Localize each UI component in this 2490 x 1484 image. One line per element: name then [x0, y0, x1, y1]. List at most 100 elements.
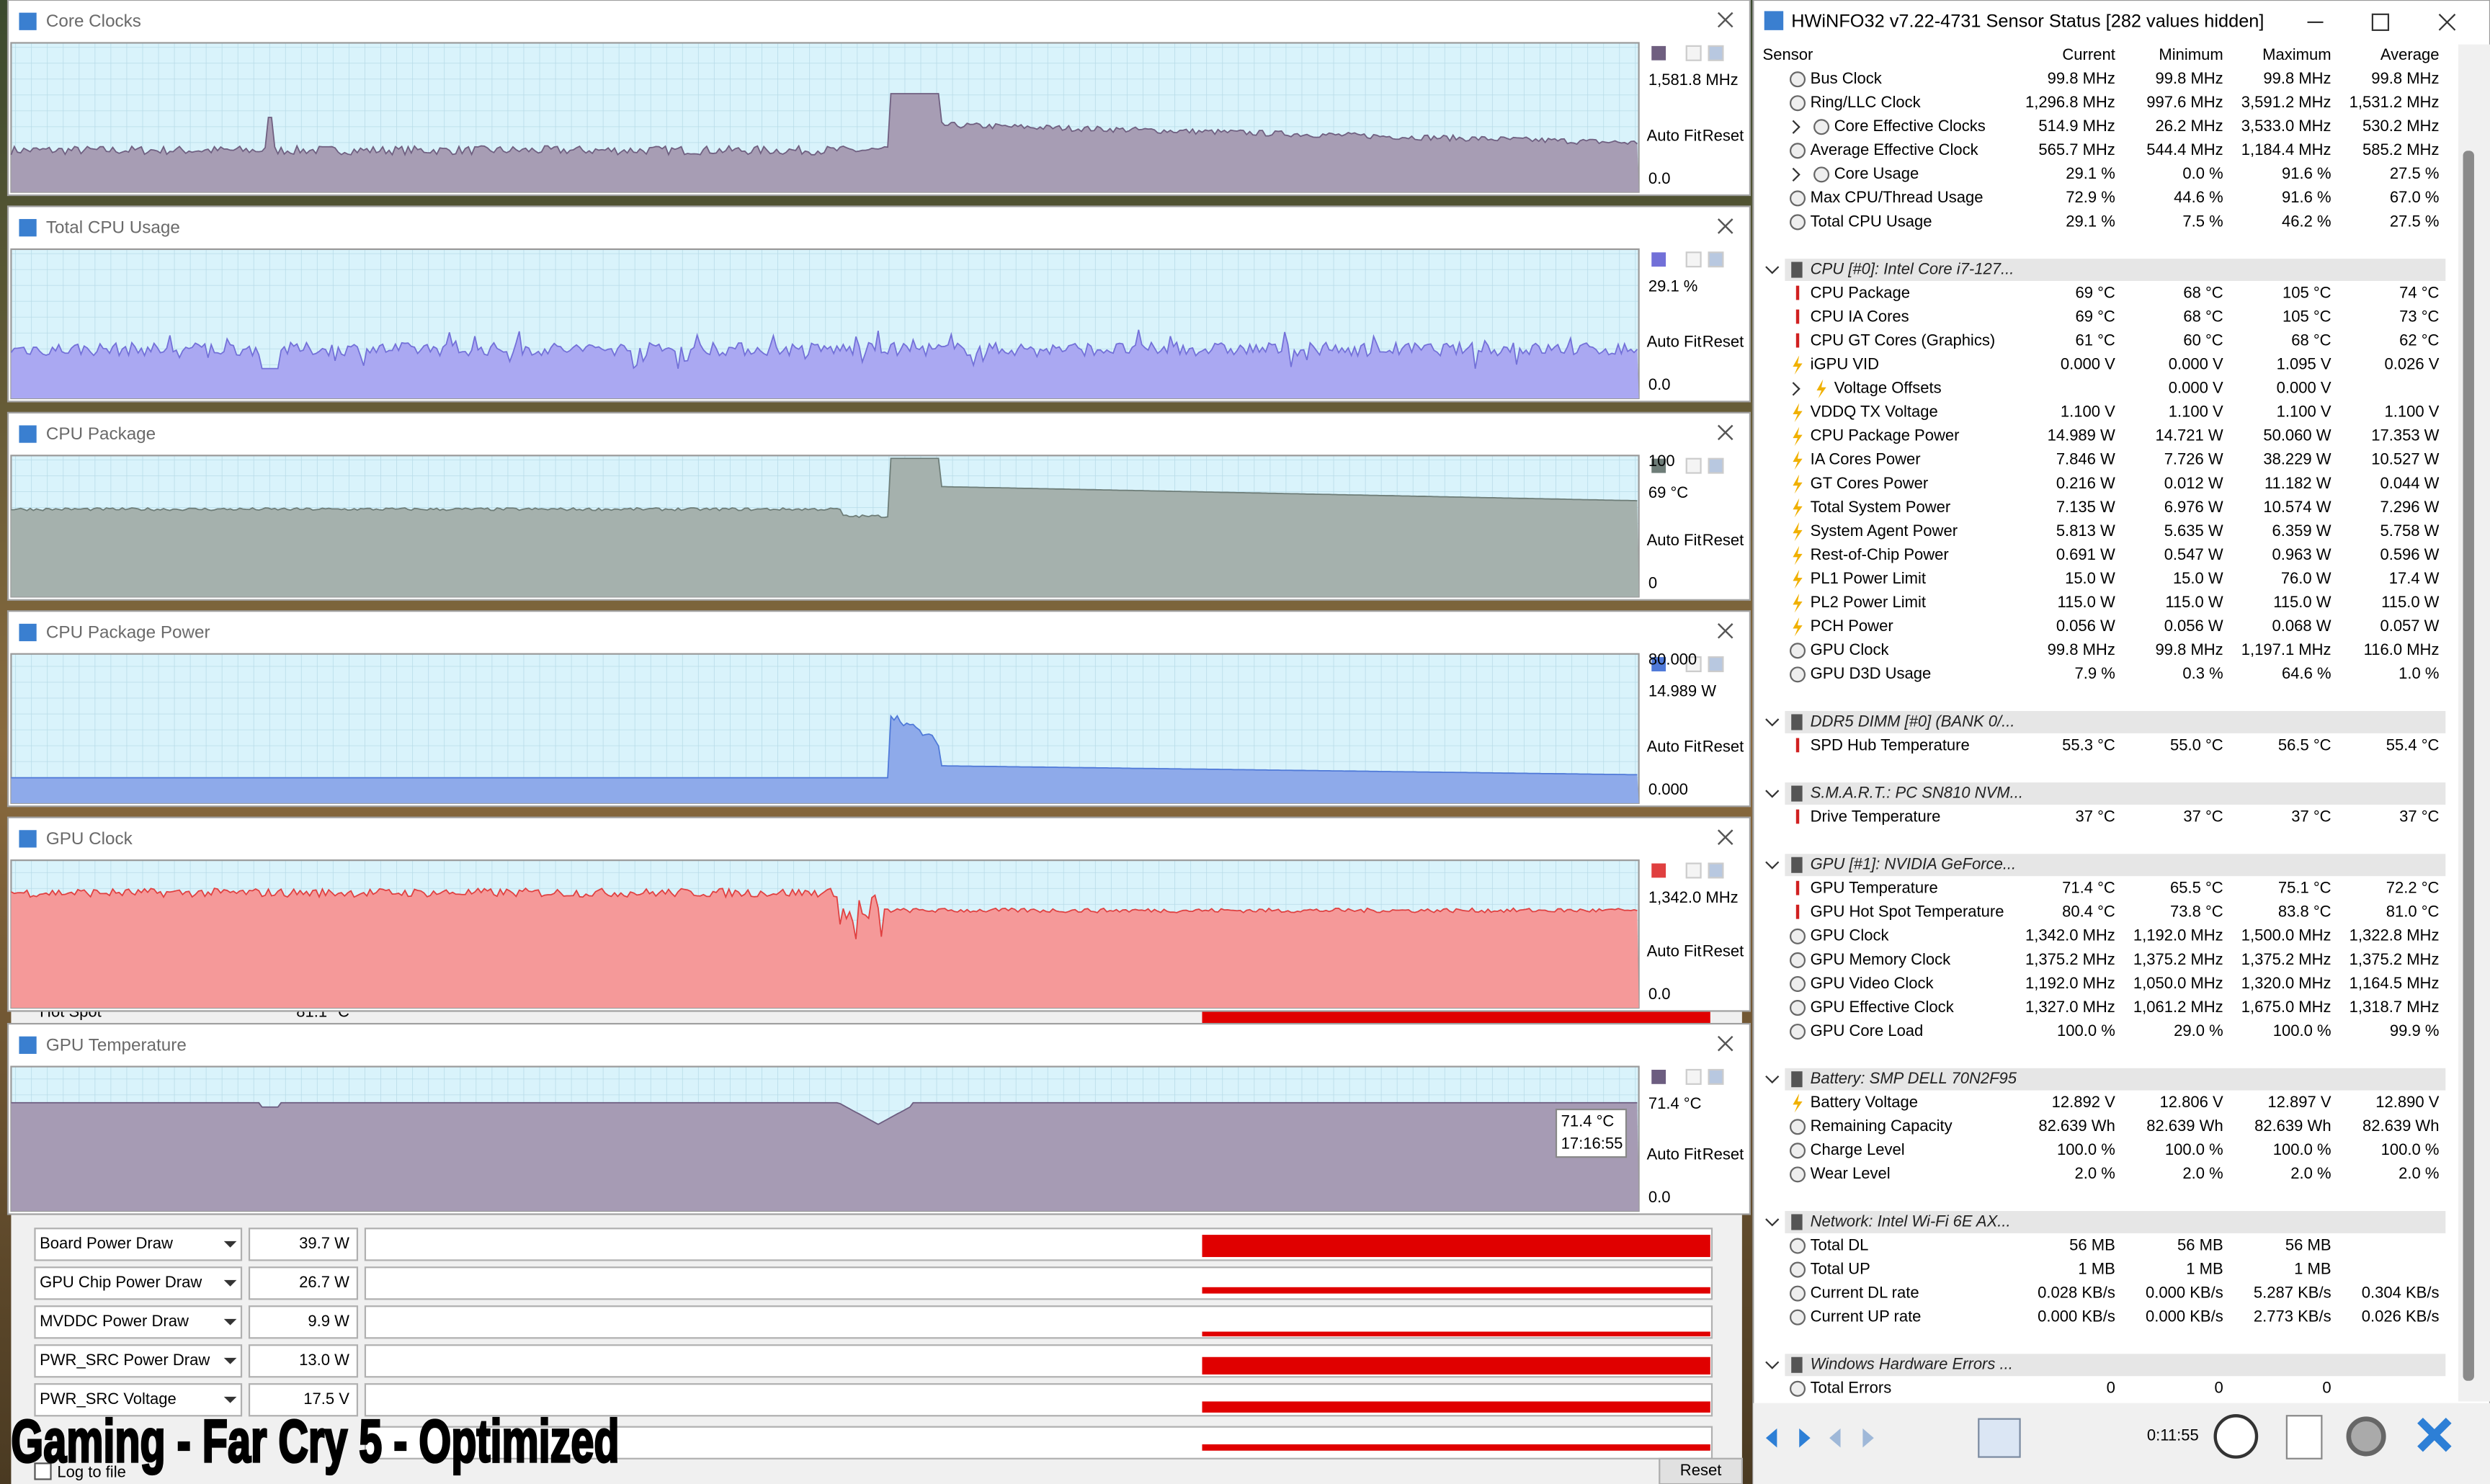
close[interactable]: [2438, 14, 2456, 31]
reset-button[interactable]: Reset: [1703, 1145, 1744, 1163]
close-button[interactable]: [1717, 1035, 1733, 1052]
reset-button[interactable]: [1659, 1457, 1743, 1484]
clock-icon: [1789, 1143, 1806, 1159]
sensor-value: 1,342.0 MHz: [2025, 926, 2115, 944]
scale-bottom: 0.0: [1648, 375, 1671, 393]
sensor-value: 2.0 %: [2290, 1164, 2331, 1182]
sensor-value: 3,533.0 MHz: [2241, 117, 2331, 135]
color-swatch[interactable]: [1651, 1069, 1666, 1084]
value-box: [248, 1344, 359, 1378]
close-button[interactable]: [1717, 623, 1733, 639]
color-swatch[interactable]: [1651, 657, 1666, 671]
sensor-graph: [1202, 1444, 1710, 1451]
collapse-arrow[interactable]: [1765, 266, 1780, 274]
sensor-name: IA Cores Power: [1811, 450, 1921, 468]
auto-fit-button[interactable]: Auto Fit: [1647, 126, 1702, 144]
trace-fill: [11, 888, 1639, 1009]
color-swatch[interactable]: [1651, 863, 1666, 878]
sensor-value: 2.773 KB/s: [2254, 1307, 2331, 1325]
sensor-name: GPU Clock: [1811, 926, 1890, 944]
auto-fit-button[interactable]: Auto Fit: [1647, 942, 1702, 960]
close-button[interactable]: [2417, 1417, 2452, 1452]
sensor-value: 44.6 %: [2174, 188, 2223, 206]
collapse-arrow[interactable]: [1765, 1218, 1780, 1227]
combo-arrow: [223, 1318, 237, 1326]
maximize[interactable]: [2371, 13, 2390, 31]
sensor-value: 55.4 °C: [2386, 736, 2440, 754]
sensor-value: 0.000 V: [2169, 355, 2223, 373]
sensor-value: 91.6 %: [2282, 164, 2331, 182]
reset-button[interactable]: Reset: [1703, 333, 1744, 351]
color-swatch[interactable]: [1651, 252, 1666, 267]
reset-button[interactable]: Reset: [1703, 531, 1744, 549]
reset-button[interactable]: Reset: [1703, 738, 1744, 756]
sensor-value: 17.353 W: [2371, 426, 2439, 444]
expand-arrow[interactable]: [1792, 120, 1800, 134]
sensor-combo[interactable]: [34, 1266, 243, 1300]
auto-fit-button[interactable]: Auto Fit: [1647, 531, 1702, 549]
sensor-name: Total UP: [1811, 1259, 1870, 1277]
collapse-arrow[interactable]: [1765, 790, 1780, 798]
window-icon: [19, 1036, 37, 1054]
sensor-name: PL2 Power Limit: [1811, 593, 1926, 611]
reset-button[interactable]: Reset: [1703, 126, 1744, 144]
sensor-name: Rest-of-Chip Power: [1811, 545, 1949, 563]
close-button[interactable]: [1717, 829, 1733, 845]
auto-fit-button[interactable]: Auto Fit: [1647, 333, 1702, 351]
graph-window: Total CPU Usage 29.1 % Auto Fit Reset 0.0: [6, 205, 1751, 403]
sensor-name: GPU D3D Usage: [1811, 664, 1932, 682]
sensor-combo[interactable]: [34, 1305, 243, 1339]
nav-arrows[interactable]: [1765, 1428, 1811, 1448]
report-button[interactable]: [1978, 1418, 2021, 1458]
sensor-value: 100.0 %: [2273, 1140, 2331, 1158]
sensor-combo[interactable]: [34, 1344, 243, 1378]
settings-button[interactable]: [2346, 1416, 2386, 1457]
sensor-value: 100.0 %: [2057, 1140, 2115, 1158]
sensor-combo[interactable]: [34, 1383, 243, 1417]
close-button[interactable]: [1717, 424, 1733, 441]
sensor-combo[interactable]: [34, 1228, 243, 1261]
scale-top: 80.000: [1648, 650, 1697, 668]
auto-fit-button[interactable]: Auto Fit: [1647, 1145, 1702, 1163]
sensor-value: 0.000 KB/s: [2038, 1307, 2115, 1325]
scrollbar-thumb[interactable]: [2463, 151, 2474, 1381]
collapse-arrow[interactable]: [1765, 1361, 1780, 1369]
sensor-value: 1.100 V: [2277, 403, 2331, 421]
log-button[interactable]: [2285, 1415, 2323, 1460]
tooltip: [1555, 1108, 1628, 1158]
collapse-arrow[interactable]: [1765, 1075, 1780, 1084]
power-icon: [1793, 569, 1803, 589]
collapse-arrow[interactable]: [1765, 861, 1780, 870]
power-icon: [1793, 1094, 1803, 1113]
close-button[interactable]: [1717, 12, 1733, 28]
sensor-value: 1 MB: [2186, 1259, 2223, 1277]
expand-arrow[interactable]: [1792, 167, 1800, 182]
power-icon: [1793, 403, 1803, 423]
sensor-graph: [1202, 1401, 1710, 1413]
sensor-value: 0.963 W: [2272, 545, 2331, 563]
sensor-value: 37 °C: [2183, 807, 2223, 825]
color-swatch[interactable]: [1651, 458, 1666, 473]
sensor-value: 56.5 °C: [2278, 736, 2331, 754]
sensor-value: 115.0 W: [2273, 593, 2331, 611]
sensor-value: 99.8 MHz: [2371, 69, 2439, 87]
swatch-box: [1685, 457, 1702, 474]
sensor-value: 82.639 Wh: [2146, 1117, 2223, 1135]
reset-button[interactable]: Reset: [1703, 942, 1744, 960]
expand-arrow[interactable]: [1792, 382, 1800, 396]
auto-fit-button[interactable]: Auto Fit: [1647, 738, 1702, 756]
clock-button[interactable]: [2213, 1414, 2259, 1459]
value-box: [248, 1305, 359, 1339]
collapse-arrow[interactable]: [1765, 718, 1780, 727]
sensor-value: 27.5 %: [2390, 164, 2440, 182]
combo-arrow: [223, 1279, 237, 1287]
sensor-value: 0.000 V: [2169, 379, 2223, 397]
color-swatch[interactable]: [1651, 45, 1666, 61]
sensor-name: GT Cores Power: [1811, 474, 1929, 492]
log-checkbox[interactable]: [34, 1462, 52, 1480]
sensor-name: GPU Video Clock: [1811, 974, 1935, 992]
sensor-value: 3,591.2 MHz: [2241, 93, 2331, 111]
window-title: Total CPU Usage: [46, 218, 180, 238]
sensor-name: VDDQ TX Voltage: [1811, 403, 1938, 421]
close-button[interactable]: [1717, 218, 1733, 234]
